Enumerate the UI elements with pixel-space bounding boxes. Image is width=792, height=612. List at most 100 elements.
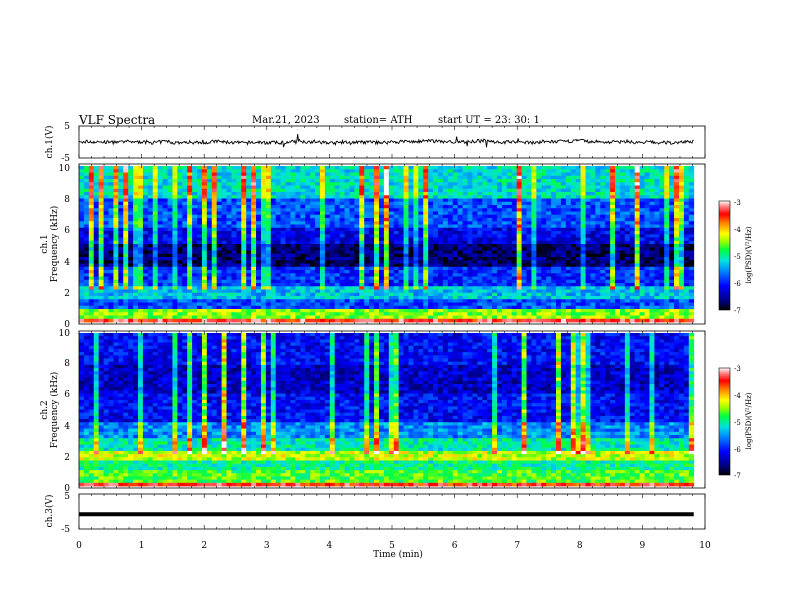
spectrogram-cell	[339, 289, 345, 294]
spectrogram-cell	[256, 299, 262, 303]
spectrogram-cell	[477, 318, 483, 323]
spectrogram-cell	[108, 188, 114, 193]
spectrogram-cell	[231, 179, 237, 183]
spectrogram-cell	[211, 214, 218, 219]
spectrogram-cell	[241, 250, 247, 255]
spectrogram-cell	[526, 273, 532, 277]
spectrogram-cell	[329, 195, 336, 199]
spectrogram-cell	[152, 166, 159, 170]
spectrogram-cell	[280, 188, 286, 193]
spectrogram-cell	[462, 221, 468, 225]
spectrogram-cell	[364, 240, 370, 245]
spectrogram-cell	[93, 312, 100, 316]
spectrogram-cell	[300, 198, 306, 203]
spectrogram-cell	[113, 185, 119, 190]
spectrogram-cell	[536, 201, 542, 206]
spectrogram-cell	[418, 263, 424, 268]
spectrogram-cell	[295, 257, 301, 261]
spectrogram-cell	[300, 221, 306, 225]
spectrogram-cell	[236, 253, 242, 258]
spectrogram-cell	[162, 279, 168, 284]
spectrogram-cell	[521, 296, 527, 300]
spectrogram-cell	[280, 198, 286, 203]
spectrogram-cell	[378, 179, 385, 183]
spectrogram-cell	[79, 292, 85, 297]
spectrogram-cell	[329, 250, 336, 255]
spectrogram-cell	[329, 175, 336, 180]
spectrogram-cell	[428, 260, 434, 264]
spectrogram-cell	[108, 273, 114, 277]
spectrogram-cell	[433, 318, 439, 323]
spectrogram-cell	[492, 221, 498, 225]
spectrogram-cell	[270, 273, 277, 277]
spectrogram-cell	[551, 205, 557, 209]
spectrogram-cell	[256, 257, 262, 261]
spectrogram-cell	[546, 237, 552, 242]
spectrogram-cell	[339, 305, 345, 310]
spectrogram-cell	[487, 169, 493, 173]
spectrogram-cell	[192, 244, 198, 248]
spectrogram-cell	[536, 188, 542, 193]
spectrogram-cell	[133, 172, 139, 177]
spectrogram-cell	[256, 211, 262, 216]
spectrogram-cell	[403, 292, 409, 297]
spectrogram-cell	[482, 240, 488, 245]
spectrogram-cell	[260, 169, 267, 173]
spectrogram-cell	[319, 266, 326, 271]
spectrogram-cell	[133, 195, 139, 199]
spectrogram-cell	[305, 299, 311, 303]
spectrogram-cell	[467, 270, 473, 274]
spectrogram-cell	[497, 276, 503, 281]
spectrogram-cell	[378, 250, 385, 255]
spectrogram-cell	[467, 211, 473, 216]
spectrogram-cell	[236, 224, 242, 229]
spectrogram-cell	[201, 299, 208, 303]
spectrogram-cell	[438, 257, 444, 261]
spectrogram-cell	[172, 192, 178, 196]
spectrogram-cell	[103, 276, 109, 281]
spectrogram-cell	[226, 169, 232, 173]
spectrogram-cell	[506, 305, 513, 310]
spectrogram-cell	[260, 283, 267, 287]
spectrogram-cell	[270, 214, 277, 219]
spectrogram-cell	[290, 237, 296, 242]
spectrogram-cell	[551, 221, 557, 225]
spectrogram-cell	[295, 299, 301, 303]
spectrogram-cell	[123, 283, 129, 287]
spectrogram-cell	[501, 182, 508, 186]
spectrogram-cell	[570, 208, 577, 212]
spectrogram-cell	[211, 205, 218, 209]
spectrogram-cell	[487, 286, 493, 290]
spectrogram-cell	[565, 208, 572, 212]
spectrogram-cell	[438, 266, 444, 271]
spectrogram-cell	[546, 273, 552, 277]
spectrogram-cell	[393, 205, 400, 209]
spectrogram-cell	[526, 211, 532, 216]
spectrogram-cell	[246, 179, 252, 183]
spectrogram-cell	[201, 257, 208, 261]
spectrogram-cell	[280, 244, 286, 248]
spectrogram-cell	[433, 279, 439, 284]
spectrogram-cell	[433, 273, 439, 277]
spectrogram-cell	[93, 270, 100, 274]
spectrogram-cell	[128, 201, 134, 206]
spectrogram-cell	[310, 205, 316, 209]
spectrogram-cell	[374, 179, 380, 183]
spectrogram-cell	[556, 312, 562, 316]
spectrogram-cell	[541, 286, 547, 290]
spectrogram-cell	[162, 283, 168, 287]
spectrogram-cell	[305, 227, 311, 232]
spectrogram-cell	[182, 247, 188, 251]
spectrogram-cell	[192, 296, 198, 300]
spectrogram-cell	[383, 192, 390, 196]
spectrogram-cell	[457, 201, 463, 206]
spectrogram-cell	[467, 224, 473, 229]
spectrogram-cell	[556, 296, 562, 300]
spectrogram-cell	[423, 279, 429, 284]
spectrogram-cell	[447, 198, 454, 203]
spectrogram-cell	[501, 257, 508, 261]
spectrogram-cell	[497, 172, 503, 177]
spectrogram-cell	[452, 172, 459, 177]
spectrogram-cell	[541, 305, 547, 310]
spectrogram-cell	[260, 263, 267, 268]
